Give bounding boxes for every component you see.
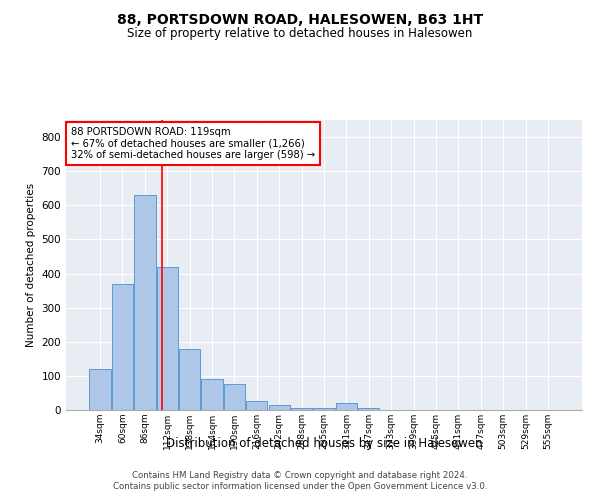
Text: Contains public sector information licensed under the Open Government Licence v3: Contains public sector information licen… (113, 482, 487, 491)
Bar (336, 403, 357, 410)
Bar (157, 266, 178, 410)
Bar (291, 408, 312, 410)
Bar (358, 408, 379, 410)
Text: 88 PORTSDOWN ROAD: 119sqm
← 67% of detached houses are smaller (1,266)
32% of se: 88 PORTSDOWN ROAD: 119sqm ← 67% of detac… (71, 127, 315, 160)
Bar (134, 195, 155, 410)
Y-axis label: Number of detached properties: Number of detached properties (26, 183, 36, 347)
Bar (112, 284, 133, 410)
Bar (224, 384, 245, 410)
Bar (269, 405, 290, 410)
Bar (313, 408, 335, 410)
Bar (246, 402, 268, 410)
Text: Size of property relative to detached houses in Halesowen: Size of property relative to detached ho… (127, 28, 473, 40)
Text: 88, PORTSDOWN ROAD, HALESOWEN, B63 1HT: 88, PORTSDOWN ROAD, HALESOWEN, B63 1HT (117, 12, 483, 26)
Bar (179, 348, 200, 410)
Bar (202, 380, 223, 410)
Bar (89, 369, 111, 410)
Text: Distribution of detached houses by size in Halesowen: Distribution of detached houses by size … (166, 438, 482, 450)
Text: Contains HM Land Registry data © Crown copyright and database right 2024.: Contains HM Land Registry data © Crown c… (132, 470, 468, 480)
